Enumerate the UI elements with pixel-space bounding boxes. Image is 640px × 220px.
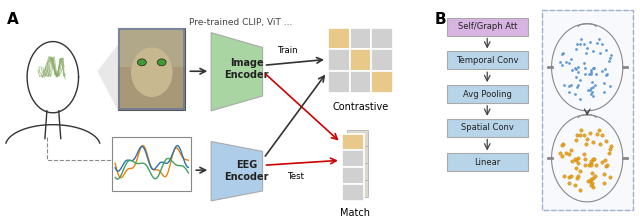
Bar [349, 28, 371, 50]
Text: Test: Test [288, 172, 305, 181]
Bar [371, 28, 393, 50]
Polygon shape [211, 141, 262, 201]
Polygon shape [211, 33, 262, 111]
Bar [347, 163, 369, 180]
Text: Self/Graph Att: Self/Graph Att [458, 22, 517, 31]
Text: B: B [435, 12, 447, 27]
Bar [342, 184, 364, 201]
Bar [342, 150, 364, 167]
Bar [347, 147, 369, 163]
Text: Train: Train [278, 46, 299, 55]
Bar [118, 28, 186, 110]
Text: Contrastive: Contrastive [332, 102, 388, 112]
Bar [118, 28, 186, 67]
Bar [328, 71, 349, 93]
Bar [347, 180, 369, 197]
Bar [541, 10, 633, 210]
Bar [447, 85, 528, 103]
Bar [347, 130, 369, 147]
Text: Match: Match [340, 208, 370, 218]
Text: Pre-trained CLIP, ViT ...: Pre-trained CLIP, ViT ... [189, 18, 292, 27]
Bar [349, 50, 371, 71]
Bar [371, 50, 393, 71]
Bar [112, 137, 191, 191]
Text: Image
Encoder: Image Encoder [225, 59, 269, 80]
Bar [328, 50, 349, 71]
Text: Spatial Conv: Spatial Conv [461, 123, 514, 132]
Text: Linear: Linear [474, 158, 500, 167]
Ellipse shape [157, 59, 166, 66]
Bar [349, 71, 371, 93]
Bar [328, 28, 349, 50]
Bar [118, 67, 186, 110]
Bar [447, 51, 528, 69]
Bar [447, 18, 528, 36]
Text: Temporal Conv: Temporal Conv [456, 56, 518, 65]
Ellipse shape [131, 48, 173, 97]
Ellipse shape [138, 59, 147, 66]
Bar [447, 119, 528, 137]
Text: Avg Pooling: Avg Pooling [463, 90, 511, 99]
Bar [342, 167, 364, 184]
Polygon shape [97, 44, 118, 111]
Bar [371, 71, 393, 93]
Bar [119, 29, 184, 109]
Bar [447, 153, 528, 171]
Text: A: A [7, 12, 19, 27]
Text: EEG
Encoder: EEG Encoder [225, 160, 269, 182]
Bar [541, 10, 633, 210]
Bar [342, 134, 364, 150]
